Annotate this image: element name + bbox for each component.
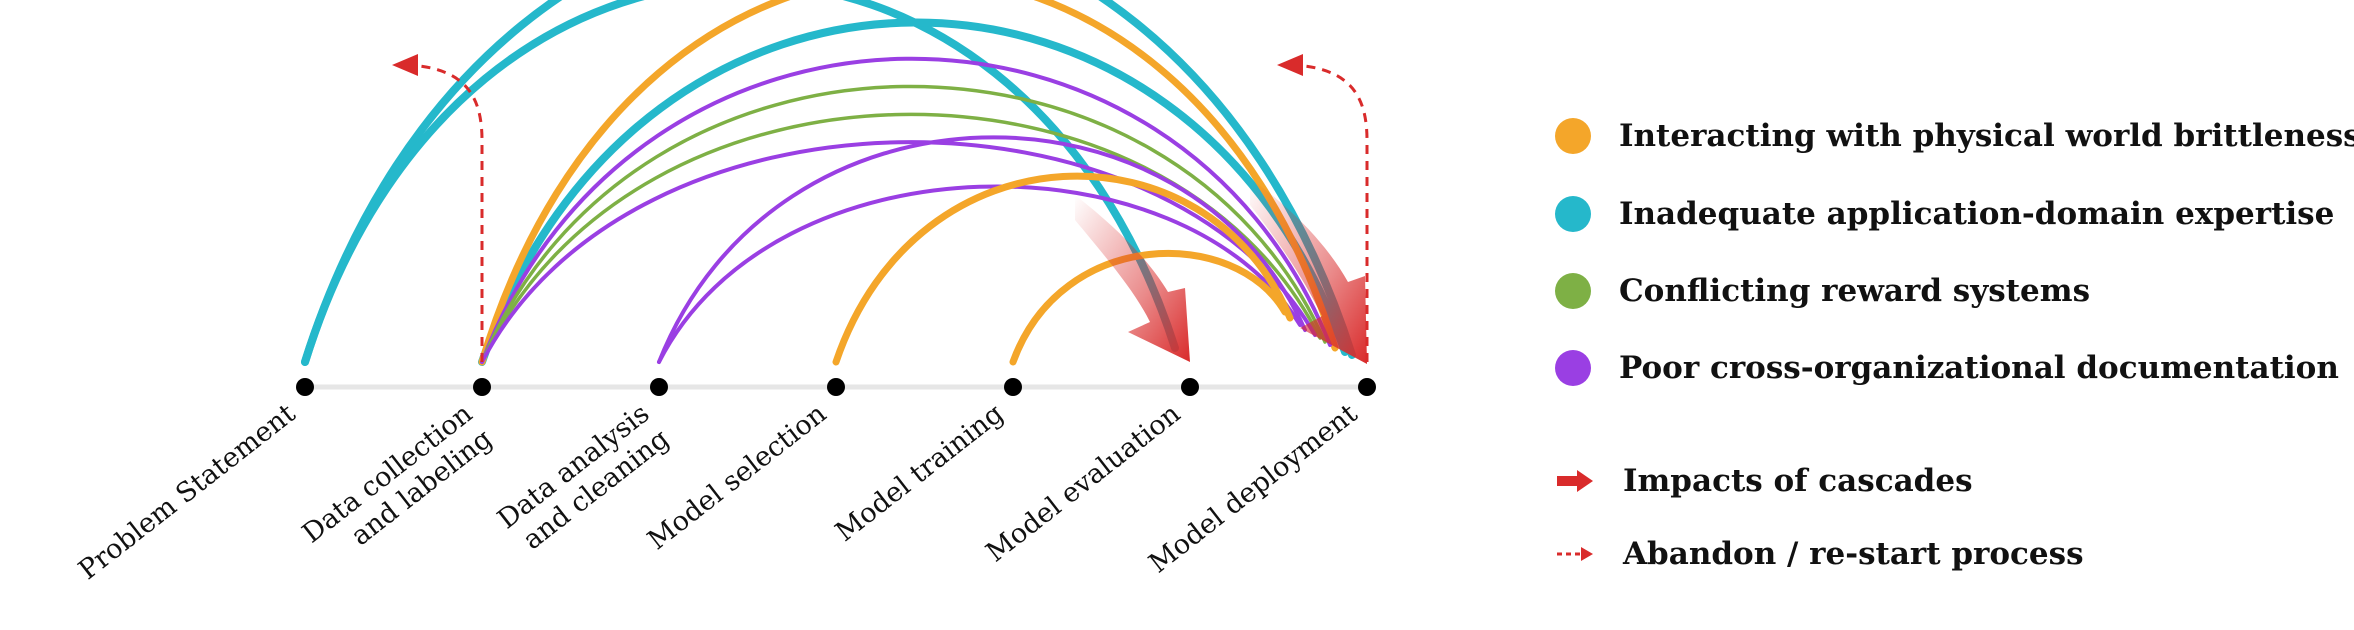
cascade-arc-domain-expertise [301,0,1356,366]
stage-label: Model training [830,398,1010,548]
legend: Interacting with physical world brittlen… [1555,0,2354,630]
stage-label-line: Problem Statement [73,398,301,586]
cascade-arc-documentation [480,56,1332,364]
red-arrow-icon [1557,470,1593,492]
purple-circle-icon [1555,350,1591,386]
teal-circle-icon [1555,196,1591,232]
legend-item-documentation: Poor cross-organizational documentation [1555,350,2339,386]
legend-item-physical-world: Interacting with physical world brittlen… [1555,118,2354,154]
stage-node [1004,378,1022,396]
abandon-arrowhead [392,54,418,76]
green-circle-icon [1555,273,1591,309]
legend-item-abandon: Abandon / re-start process [1555,536,2084,572]
cascade-arc-domain-expertise [301,0,1179,366]
cascade-arc-physical-world [832,172,1294,366]
stage-node [1181,378,1199,396]
stage-node [827,378,845,396]
dashed-arrow-icon [1557,547,1593,561]
legend-label: Interacting with physical world brittlen… [1619,118,2354,154]
stage-label-line: Model training [830,398,1010,548]
legend-label: Impacts of cascades [1623,463,1973,499]
cascade-arc-documentation [657,135,1307,364]
legend-item-impacts: Impacts of cascades [1555,463,1973,499]
impact-arrow [1250,178,1367,364]
stage-node [473,378,491,396]
stage-label: Model selection [642,398,832,556]
legend-label: Inadequate application-domain expertise [1619,196,2335,232]
legend-label: Poor cross-organizational documentation [1619,350,2339,386]
cascade-arc-documentation [480,140,1317,364]
impact-arrow [1075,195,1190,362]
cascade-arc-physical-world [478,0,1339,366]
legend-item-domain-expertise: Inadequate application-domain expertise [1555,196,2334,232]
legend-label: Conflicting reward systems [1619,273,2091,309]
abandon-path [1304,64,1369,362]
stage-label-line: Model selection [642,398,832,556]
orange-circle-icon [1555,118,1591,154]
cascade-arc-documentation [657,184,1302,364]
abandon-path [419,64,484,362]
cascade-arc-physical-world [1009,249,1289,366]
legend-label: Abandon / re-start process [1623,536,2084,572]
stage-node [1358,378,1376,396]
stage-node [650,378,668,396]
cascade-arc-reward-systems [480,84,1327,364]
stage-label: Model evaluation [980,398,1186,568]
stage-node [296,378,314,396]
stage-label: Problem Statement [73,398,301,586]
stage-label: Data collectionand labeling [297,398,498,575]
stage-label-line: Model evaluation [980,398,1186,568]
abandon-arrowhead [1277,54,1303,76]
legend-item-reward-systems: Conflicting reward systems [1555,273,2090,309]
